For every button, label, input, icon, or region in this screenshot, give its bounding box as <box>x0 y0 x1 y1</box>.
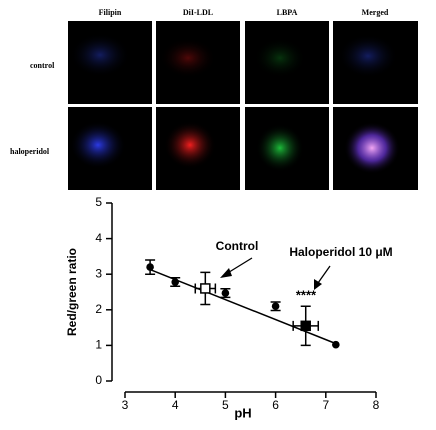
annotation: Control <box>216 239 259 253</box>
fit-line <box>149 268 337 345</box>
y-tick-label: 5 <box>95 195 102 209</box>
point <box>200 283 211 294</box>
y-axis-label: Red/green ratio <box>65 248 79 336</box>
plot: Red/green ratio pH <box>65 203 376 420</box>
annotation: **** <box>296 287 317 302</box>
x-tick-label: 3 <box>122 398 129 412</box>
y-tick-label: 0 <box>95 373 102 387</box>
cell <box>338 34 398 78</box>
x-tick-label: 5 <box>222 398 229 412</box>
column-label: DiI-LDL <box>183 8 213 17</box>
cell <box>256 124 304 172</box>
arrow <box>317 265 331 284</box>
cell <box>164 121 216 169</box>
row-label: haloperidol <box>10 147 50 156</box>
micrographs <box>68 21 418 190</box>
cell <box>254 38 306 78</box>
arrow <box>225 257 253 275</box>
x-tick-label: 7 <box>322 398 329 412</box>
x-tick-label: 4 <box>172 398 179 412</box>
column-label: Filipin <box>99 8 122 17</box>
point <box>221 289 230 297</box>
y-tick-label: 1 <box>95 338 102 352</box>
cell <box>70 33 130 77</box>
cell <box>344 122 400 174</box>
arrow-head <box>220 268 232 278</box>
column-label: LBPA <box>277 8 298 17</box>
y-tick-label: 2 <box>95 302 102 316</box>
point <box>332 340 340 349</box>
point <box>300 320 311 332</box>
point <box>146 263 154 271</box>
x-tick-label: 8 <box>373 398 380 412</box>
cell <box>70 121 126 169</box>
y-tick-label: 4 <box>95 231 102 245</box>
row-label: control <box>30 61 55 70</box>
cell <box>160 38 216 78</box>
annotation: Haloperidol 10 μM <box>289 245 392 259</box>
point <box>271 302 280 311</box>
x-tick-label: 6 <box>272 398 279 412</box>
arrow-head <box>314 279 322 290</box>
y-tick-label: 3 <box>95 266 102 280</box>
x-axis-label: pH <box>234 405 251 420</box>
point <box>171 278 179 286</box>
column-label: Merged <box>362 8 389 17</box>
